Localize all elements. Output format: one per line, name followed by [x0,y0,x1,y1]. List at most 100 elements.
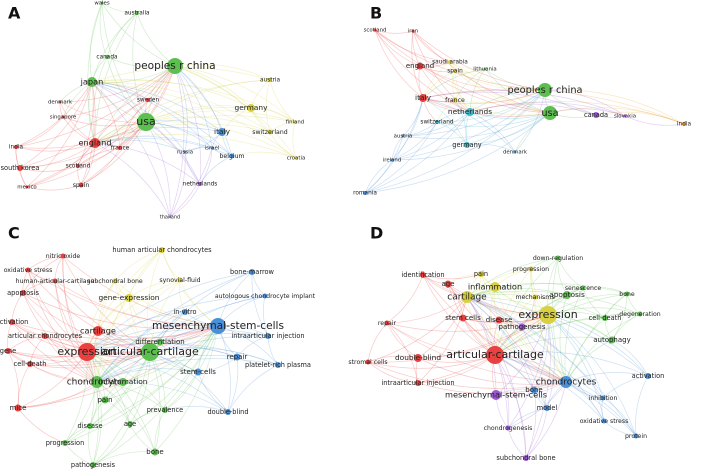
node [420,272,426,278]
edge [17,381,98,409]
edge [417,357,567,385]
edge [174,65,233,157]
edge [227,356,239,413]
node [162,407,168,413]
edge [466,296,497,396]
edge [469,111,551,119]
edge [94,79,271,144]
edge [494,354,604,399]
node-label: cartilage [447,293,487,303]
edge [94,115,296,144]
node [444,280,452,288]
node [560,376,572,388]
edge [367,361,419,384]
edge [402,89,546,137]
edge [174,65,252,109]
edge [164,405,229,413]
edge [89,2,103,83]
edge [7,350,151,363]
node [100,1,104,5]
edge [197,356,238,373]
edge [114,280,219,327]
edge [128,297,219,327]
edge [94,99,149,144]
edge [374,29,414,34]
edge [466,296,613,341]
node-label: mesenchymal-stem-cells [152,320,284,332]
edge [494,336,613,356]
edge [227,364,279,413]
edge [265,79,271,133]
node-label: articular-cartilage [101,345,199,358]
node [268,78,272,82]
edge [422,97,468,146]
node-label: expression [57,345,116,358]
node [198,182,202,186]
edge [582,286,628,295]
edge [391,112,551,161]
edge [549,107,685,125]
node-label: spain [73,182,90,189]
edge [436,89,546,123]
edge [91,81,186,153]
node [267,129,273,135]
edge [80,81,96,186]
node-label: double-blind [395,353,441,362]
node-label: canada [584,111,608,119]
node-label: repair [378,320,397,327]
edge [149,333,269,353]
edge [86,271,253,353]
node [490,282,500,292]
edge [466,296,535,391]
edge [469,103,597,116]
edges [7,2,685,466]
edge [15,116,64,148]
node [9,319,15,325]
node [602,315,608,321]
node-label: age [441,280,454,288]
node-label: activation [0,318,28,326]
node [530,386,538,394]
node [624,291,630,297]
node [87,423,93,429]
node [151,448,159,456]
node [513,150,517,154]
edge [149,347,279,366]
node [365,359,371,365]
node-label: australia [124,11,150,17]
edge [231,151,297,159]
edge [7,325,219,358]
node-label: iran [408,29,418,35]
node [194,368,202,376]
node-label: differentiation [135,338,184,346]
node-label: model [537,404,558,412]
node-label: pain [97,396,112,404]
node-label: prevalence [147,406,184,414]
edge [565,372,649,383]
edge [80,65,176,186]
edge [494,294,568,356]
edge [86,351,229,413]
node [411,29,415,33]
node [156,338,164,346]
edge [86,343,279,366]
node [601,418,607,424]
node [182,309,188,315]
node-label: platelet-rich plasma [245,361,311,369]
edge [466,89,546,146]
node [119,378,127,386]
node-label: switzerland [420,120,453,126]
edge [386,322,419,359]
node [682,122,686,126]
edge [15,65,176,148]
edge [94,137,233,157]
node [435,120,439,124]
edge [494,287,584,356]
edge [466,296,523,328]
edge [99,2,108,58]
edge [422,274,567,383]
edge [94,139,186,153]
edge [466,296,649,377]
node-label: slovakia [614,114,636,120]
node-label: protein [625,433,647,440]
